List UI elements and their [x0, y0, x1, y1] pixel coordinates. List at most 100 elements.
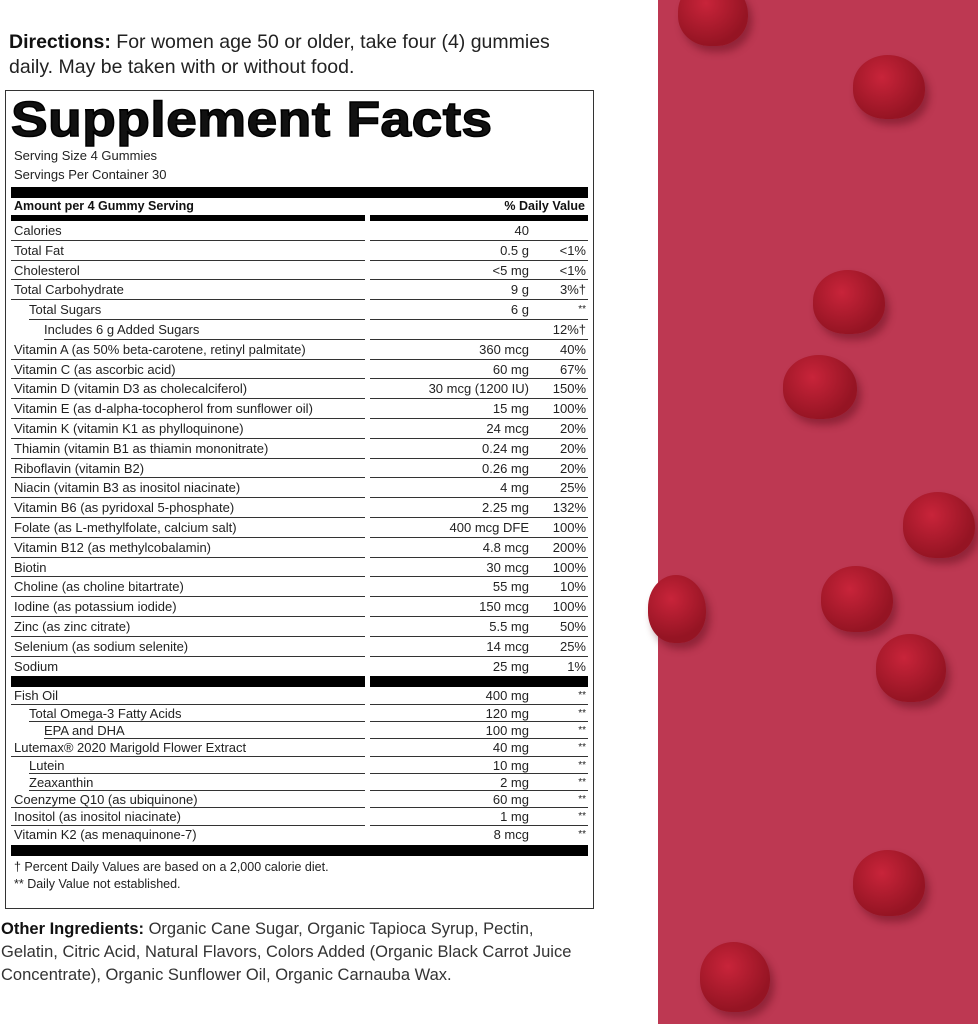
nutrient-daily-value: 12%† [529, 320, 588, 340]
nutrient-amount: 5.5 mg [370, 617, 529, 637]
header-amount: Amount per 4 Gummy Serving [14, 199, 194, 213]
nutrient-daily-value: 1% [567, 658, 586, 674]
nutrient-name: Total Carbohydrate [11, 280, 365, 301]
nutrient-name: Iodine (as potassium iodide) [11, 597, 365, 617]
nutrient-amount: 60 mg [370, 791, 529, 809]
other-ingredients-label: Other Ingredients: [1, 920, 145, 938]
nutrient-row: Vitamin E (as d-alpha-tocopherol from su… [11, 399, 588, 419]
nutrient-name: Vitamin K2 (as menaquinone-7) [14, 826, 197, 842]
nutrient-row: Vitamin B12 (as methylcobalamin) 4.8 mcg 2… [11, 538, 588, 558]
nutrient-row: Fish Oil 400 mg ** [11, 687, 588, 705]
nutrient-row: Folate (as L-methylfolate, calcium salt)… [11, 518, 588, 538]
nutrient-amount: 2.25 mg [370, 498, 529, 518]
nutrient-row: Iodine (as potassium iodide) 150 mcg 100% [11, 597, 588, 617]
nutrient-daily-value: 132% [529, 498, 588, 518]
nutrient-amount: 25 mg [492, 658, 529, 674]
nutrient-amount: 8 mcg [493, 826, 529, 842]
nutrient-daily-value: 67% [529, 360, 588, 380]
nutrient-amount: 9 g [370, 280, 529, 301]
gummy [903, 492, 975, 558]
nutrient-name: Vitamin B12 (as methylcobalamin) [11, 538, 365, 558]
nutrient-amount: 0.24 mg [370, 439, 529, 459]
section-divider [11, 676, 588, 688]
nutrient-name: Thiamin (vitamin B1 as thiamin mononitra… [11, 439, 365, 459]
nutrient-daily-value: ** [529, 300, 588, 320]
facts-title: Supplement Facts [10, 93, 493, 147]
nutrient-row: Vitamin K (vitamin K1 as phylloquinone) 2… [11, 419, 588, 439]
nutrient-daily-value: 40% [529, 340, 588, 360]
nutrient-amount: 55 mg [370, 577, 529, 598]
header-divider [11, 215, 588, 221]
nutrient-name: Vitamin D (vitamin D3 as cholecalciferol… [11, 379, 365, 400]
nutrient-name: Zeaxanthin [29, 774, 365, 792]
directions: Directions: For women age 50 or older, t… [9, 30, 569, 80]
nutrient-amount: 10 mg [370, 757, 529, 774]
supplement-facts-panel: Supplement Facts Serving Size 4 Gummies … [5, 90, 594, 909]
nutrient-amount: 0.5 g [370, 241, 529, 261]
nutrient-amount: 30 mcg [370, 558, 529, 578]
nutrient-row: Vitamin K2 (as menaquinone-7) 8 mcg ** [11, 826, 588, 843]
nutrient-name: Folate (as L-methylfolate, calcium salt) [11, 518, 365, 538]
nutrient-name: Total Fat [11, 241, 365, 261]
nutrient-name: Fish Oil [11, 687, 365, 705]
gummy [853, 850, 925, 916]
nutrient-daily-value: ** [529, 808, 588, 826]
nutrient-row: Thiamin (vitamin B1 as thiamin mononitra… [11, 439, 588, 459]
nutrient-amount: 2 mg [370, 774, 529, 792]
nutrient-row: Total Carbohydrate 9 g 3%† [11, 280, 588, 301]
nutrient-daily-value [529, 221, 588, 241]
nutrient-daily-value: ** [578, 828, 586, 840]
nutrient-amount: 360 mcg [370, 340, 529, 360]
nutrient-name: Choline (as choline bitartrate) [11, 577, 365, 598]
nutrient-name: Vitamin E (as d-alpha-tocopherol from su… [11, 399, 365, 419]
gummies-photo [648, 0, 978, 1024]
nutrient-name: Biotin [11, 558, 365, 578]
nutrient-name: Lutemax® 2020 Marigold Flower Extract [11, 739, 365, 757]
nutrient-row: Choline (as choline bitartrate) 55 mg 10% [11, 577, 588, 598]
header-daily-value: % Daily Value [504, 199, 585, 213]
nutrient-amount: 40 mg [370, 739, 529, 757]
gummy [876, 634, 946, 702]
gummy [813, 270, 885, 334]
nutrient-row: Lutemax® 2020 Marigold Flower Extract 40 … [11, 739, 588, 757]
nutrient-row: Zinc (as zinc citrate) 5.5 mg 50% [11, 617, 588, 637]
nutrient-amount: 400 mg [370, 687, 529, 705]
nutrient-name: Vitamin A (as 50% beta-carotene, retinyl… [11, 340, 365, 360]
nutrient-amount: 100 mg [370, 722, 529, 740]
table-header: Amount per 4 Gummy Serving % Daily Value [11, 198, 588, 215]
nutrient-name: Vitamin K (vitamin K1 as phylloquinone) [11, 419, 365, 439]
gummy [853, 55, 925, 119]
nutrient-row: EPA and DHA 100 mg ** [11, 722, 588, 740]
nutrient-name: Vitamin C (as ascorbic acid) [11, 360, 365, 380]
nutrient-row: Vitamin D (vitamin D3 as cholecalciferol… [11, 379, 588, 400]
nutrient-daily-value: ** [529, 774, 588, 792]
nutrient-daily-value: ** [529, 722, 588, 740]
nutrient-amount: 40 [370, 221, 529, 241]
nutrient-name: Coenzyme Q10 (as ubiquinone) [11, 791, 365, 809]
nutrient-amount: 150 mcg [370, 597, 529, 617]
gummy [700, 942, 770, 1012]
nutrient-row: Sodium 25 mg 1% [11, 657, 588, 677]
nutrient-amount: 30 mcg (1200 IU) [370, 379, 529, 400]
nutrient-daily-value: 3%† [529, 280, 588, 301]
footnote-percent: † Percent Daily Values are based on a 2,… [14, 860, 329, 874]
nutrient-amount [370, 320, 529, 340]
nutrient-daily-value: ** [529, 757, 588, 774]
nutrient-row: Lutein 10 mg ** [11, 757, 588, 774]
nutrient-name: Total Sugars [29, 300, 365, 320]
nutrient-row: Niacin (vitamin B3 as inositol niacinate… [11, 478, 588, 499]
nutrient-row: Calories 40 [11, 221, 588, 241]
other-ingredients: Other Ingredients: Organic Cane Sugar, O… [1, 918, 591, 987]
nutrient-amount: 4 mg [370, 478, 529, 499]
nutrient-row: Zeaxanthin 2 mg ** [11, 774, 588, 792]
nutrient-row: Coenzyme Q10 (as ubiquinone) 60 mg ** [11, 791, 588, 809]
nutrient-daily-value: 25% [529, 637, 588, 657]
nutrient-row: Biotin 30 mcg 100% [11, 558, 588, 578]
nutrient-daily-value: 50% [529, 617, 588, 637]
nutrient-amount: 400 mcg DFE [370, 518, 529, 538]
serving-size: Serving Size 4 Gummies [14, 148, 158, 163]
nutrient-name: Vitamin B6 (as pyridoxal 5-phosphate) [11, 498, 365, 518]
nutrient-row: Selenium (as sodium selenite) 14 mcg 25% [11, 637, 588, 657]
gummy [678, 0, 748, 46]
other-ingredients-text: Organic Cane Sugar, Organic Tapioca Syru… [1, 920, 572, 984]
